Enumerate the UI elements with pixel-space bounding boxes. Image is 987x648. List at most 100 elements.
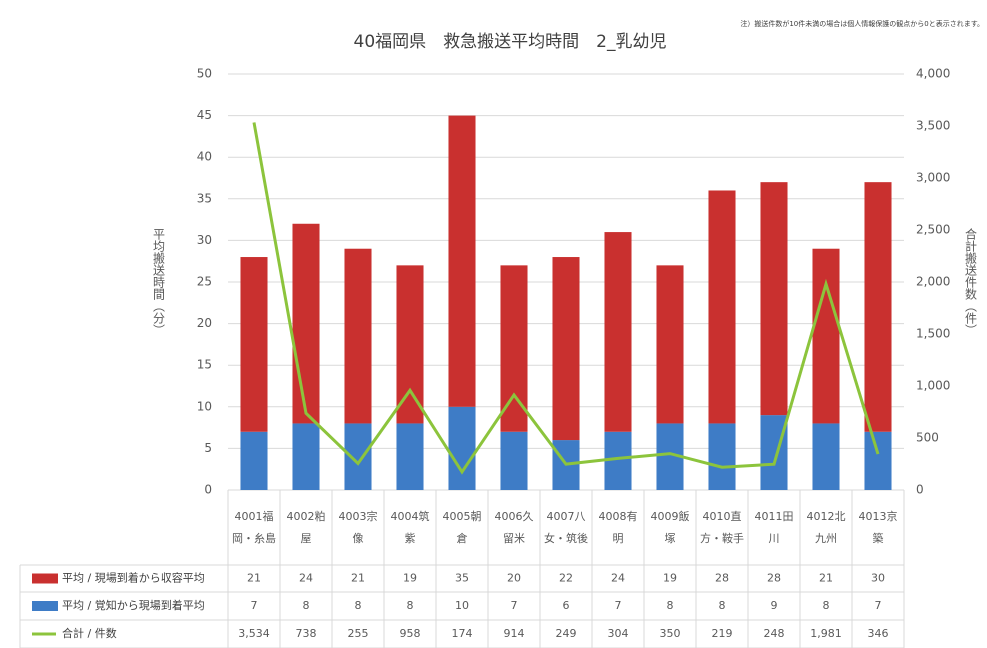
category-cell: 4012北九州 — [807, 510, 846, 545]
bar — [708, 190, 736, 424]
y-tick-label: 35 — [197, 191, 212, 205]
x-tick-label: 4003宗像 — [338, 509, 378, 545]
bar — [240, 431, 268, 490]
y-tick-label: 25 — [197, 275, 212, 289]
table-value: 7 — [615, 599, 622, 612]
category-cell: 4013京築 — [858, 509, 898, 545]
y2-tick-label: 1,000 — [916, 379, 950, 393]
table-value: 9 — [771, 599, 778, 612]
category-cell: 4003宗像 — [338, 509, 378, 545]
y2-tick-label: 0 — [916, 483, 924, 497]
bar — [656, 265, 684, 424]
table-value: 7 — [251, 599, 258, 612]
table-value: 19 — [403, 572, 417, 585]
y2-tick-label: 2,000 — [916, 275, 950, 289]
category-cell: 4010直方・鞍手 — [700, 509, 744, 545]
bar — [344, 248, 372, 424]
bar — [292, 423, 320, 490]
table-value: 22 — [559, 572, 573, 585]
note: 注）搬送件数が10件未満の場合は個人情報保護の観点から0と表示されます。 — [740, 19, 984, 28]
x-tick-label: 4006久留米 — [494, 509, 534, 545]
y-axis-label: 平均搬送時間（分） — [152, 228, 166, 336]
x-tick-label: 4008有明 — [598, 509, 638, 545]
bar — [812, 423, 840, 490]
table-value: 914 — [504, 627, 525, 640]
table-value: 350 — [660, 627, 681, 640]
y2-tick-label: 2,500 — [916, 223, 950, 237]
legend-swatch — [32, 601, 58, 611]
table-value: 346 — [868, 627, 889, 640]
y-tick-label: 20 — [197, 316, 212, 330]
bar — [552, 257, 580, 441]
bar — [604, 232, 632, 432]
category-cell: 4009飯塚 — [651, 510, 690, 545]
x-tick-label: 4004筑紫 — [390, 509, 430, 545]
table-value: 8 — [719, 599, 726, 612]
category-cell: 4006久留米 — [494, 509, 534, 545]
table-value: 21 — [247, 572, 261, 585]
category-cell: 4008有明 — [598, 509, 638, 545]
table-value: 8 — [355, 599, 362, 612]
y2-tick-label: 1,500 — [916, 327, 950, 341]
table-value: 3,534 — [238, 627, 270, 640]
bar — [864, 431, 892, 490]
table-value: 958 — [400, 627, 421, 640]
table-value: 8 — [303, 599, 310, 612]
y2-tick-label: 3,500 — [916, 119, 950, 133]
bar — [396, 265, 424, 424]
bar — [344, 423, 372, 490]
table-value: 19 — [663, 572, 677, 585]
table-value: 21 — [819, 572, 833, 585]
category-cell: 4005朝倉 — [442, 509, 482, 545]
line-series — [252, 122, 880, 475]
x-tick-label: 4010直方・鞍手 — [700, 509, 744, 545]
legend-label: 合計 / 件数 — [62, 626, 117, 640]
table-value: 10 — [455, 599, 469, 612]
table-value: 738 — [296, 627, 317, 640]
bar — [864, 182, 892, 432]
table-value: 304 — [608, 627, 629, 640]
table-value: 249 — [556, 627, 577, 640]
y2-tick-label: 4,000 — [916, 67, 950, 81]
y-tick-label: 5 — [204, 441, 212, 455]
table-value: 21 — [351, 572, 365, 585]
table-value: 28 — [767, 572, 781, 585]
table-value: 219 — [712, 627, 733, 640]
table-value: 24 — [611, 572, 625, 585]
table-value: 24 — [299, 572, 313, 585]
category-cell: 4002粕屋 — [286, 509, 326, 545]
table-value: 7 — [875, 599, 882, 612]
table-value: 8 — [667, 599, 674, 612]
x-tick-label: 4011田川 — [754, 509, 794, 545]
chart-title: 40福岡県 救急搬送平均時間 2_乳幼児 — [354, 32, 667, 52]
legend-label: 平均 / 現場到着から収容平均 — [62, 571, 205, 585]
table-value: 255 — [348, 627, 369, 640]
table-value: 248 — [764, 627, 785, 640]
x-tick-label: 4005朝倉 — [442, 509, 482, 545]
table-value: 6 — [563, 599, 570, 612]
legend-swatch — [32, 573, 58, 584]
y-tick-label: 0 — [204, 483, 212, 497]
bar — [812, 248, 840, 424]
y2-tick-label: 3,000 — [916, 171, 950, 185]
table-value: 8 — [407, 599, 414, 612]
x-tick-label: 4001福岡・糸島 — [232, 509, 276, 545]
bar — [708, 423, 736, 490]
bar — [240, 257, 268, 432]
bar — [292, 223, 320, 424]
x-tick-label: 4013京築 — [858, 509, 898, 545]
x-tick-label: 4007八女・筑後 — [544, 509, 588, 545]
table-value: 7 — [511, 599, 518, 612]
bar — [448, 406, 476, 490]
table-value: 30 — [871, 572, 885, 585]
bar — [500, 431, 528, 490]
bar — [448, 115, 476, 407]
y2-tick-label: 500 — [916, 431, 939, 445]
table-value: 20 — [507, 572, 521, 585]
y-tick-label: 45 — [197, 108, 212, 122]
bar — [500, 265, 528, 432]
y-tick-label: 10 — [197, 399, 212, 413]
table-value: 174 — [452, 627, 473, 640]
x-tick-label: 4002粕屋 — [286, 509, 326, 545]
